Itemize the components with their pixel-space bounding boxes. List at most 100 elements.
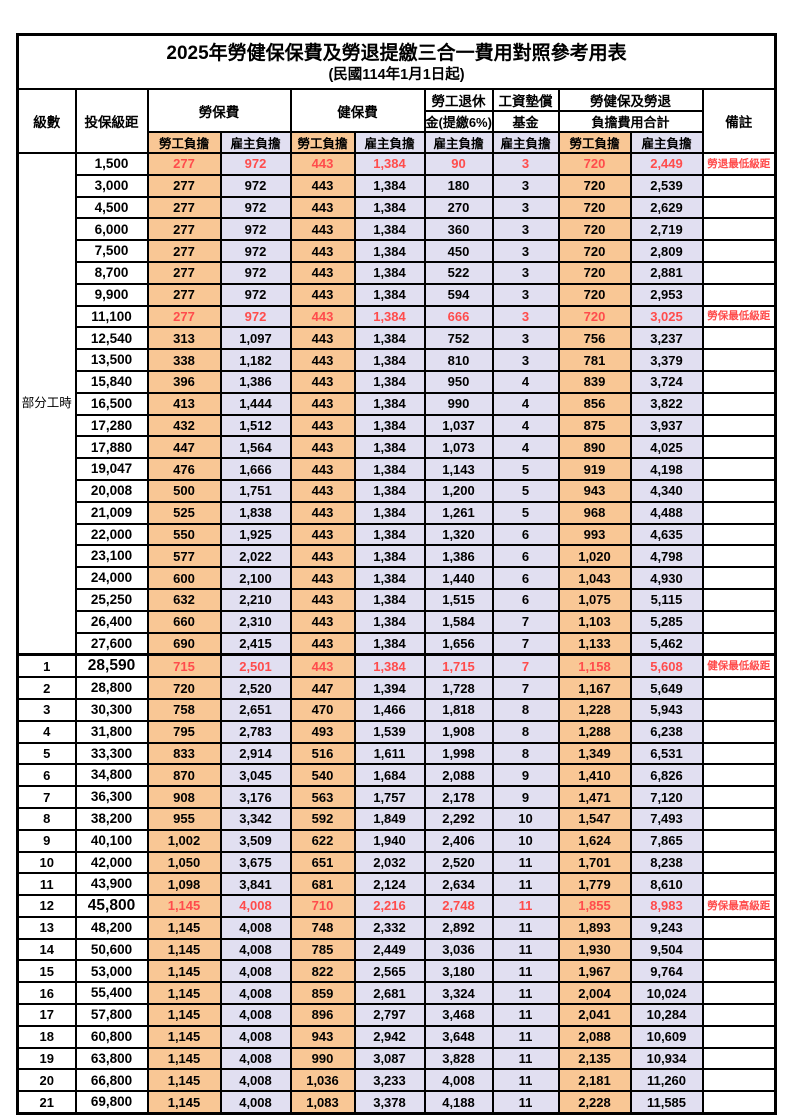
value-cell-wage_fund_employer: 11 bbox=[491, 915, 560, 940]
value-cell-pension_employer: 270 bbox=[423, 195, 494, 220]
value-cell-health_employer: 1,384 bbox=[353, 522, 426, 547]
note-cell: 勞保最高級距 bbox=[701, 894, 777, 918]
bracket-cell: 31,800 bbox=[74, 719, 149, 744]
part-time-merged-cell: 部分工時 bbox=[16, 152, 77, 656]
value-cell-labor_employer: 4,008 bbox=[219, 1068, 292, 1093]
bracket-cell: 20,008 bbox=[74, 478, 149, 503]
value-cell-health_worker: 443 bbox=[289, 260, 356, 285]
value-cell-health_worker: 443 bbox=[289, 173, 356, 198]
value-cell-pension_employer: 4,008 bbox=[423, 1068, 494, 1093]
table-row: 17,280 432 1,512 443 1,384 1,037 4 875 3,937 bbox=[18, 413, 777, 438]
note-cell bbox=[701, 915, 777, 940]
value-cell-labor_worker: 833 bbox=[146, 741, 222, 766]
value-cell-pension_employer: 1,073 bbox=[423, 435, 494, 460]
value-cell-total_employer: 4,340 bbox=[629, 478, 704, 503]
value-cell-total_worker: 1,930 bbox=[557, 937, 632, 962]
value-cell-labor_worker: 1,145 bbox=[146, 1068, 222, 1093]
value-cell-labor_worker: 715 bbox=[146, 653, 222, 679]
value-cell-labor_employer: 2,651 bbox=[219, 697, 292, 722]
value-cell-pension_employer: 2,178 bbox=[423, 785, 494, 809]
value-cell-total_worker: 720 bbox=[557, 173, 632, 198]
table-row: 19,047 476 1,666 443 1,384 1,143 5 919 4,198 bbox=[18, 457, 777, 481]
value-cell-total_worker: 1,893 bbox=[557, 915, 632, 940]
value-cell-labor_employer: 4,008 bbox=[219, 1003, 292, 1027]
table-row: 7 36,300 908 3,176 563 1,757 2,178 9 1,471 7,120 bbox=[16, 785, 777, 809]
header-row-burden: 勞工負擔 雇主負擔 勞工負擔 雇主負擔 雇主負擔 雇主負擔 勞工負擔 雇主負擔 bbox=[18, 131, 776, 154]
value-cell-health_employer: 3,233 bbox=[353, 1068, 426, 1093]
value-cell-pension_employer: 3,828 bbox=[423, 1046, 494, 1071]
value-cell-health_employer: 1,384 bbox=[353, 348, 426, 372]
value-cell-total_employer: 5,608 bbox=[629, 653, 704, 679]
bracket-cell: 24,000 bbox=[74, 566, 149, 590]
bracket-cell: 16,500 bbox=[74, 391, 149, 416]
value-cell-health_employer: 2,565 bbox=[353, 959, 426, 984]
value-cell-labor_employer: 4,008 bbox=[219, 894, 292, 918]
bracket-cell: 69,800 bbox=[74, 1090, 149, 1115]
table-row: 12 45,800 1,145 4,008 710 2,216 2,748 11 1,855 8,… bbox=[16, 894, 777, 918]
value-cell-labor_employer: 1,666 bbox=[219, 457, 292, 481]
table-row: 16,500 413 1,444 443 1,384 990 4 856 3,822 bbox=[18, 391, 777, 416]
level-cell: 19 bbox=[16, 1046, 77, 1071]
value-cell-pension_employer: 522 bbox=[423, 260, 494, 285]
value-cell-health_employer: 1,384 bbox=[353, 631, 426, 656]
value-cell-wage_fund_employer: 3 bbox=[491, 239, 560, 263]
note-cell bbox=[701, 981, 777, 1006]
value-cell-pension_employer: 1,656 bbox=[423, 631, 494, 656]
value-cell-health_employer: 2,942 bbox=[353, 1024, 426, 1049]
value-cell-health_worker: 1,036 bbox=[289, 1068, 356, 1093]
value-cell-labor_worker: 955 bbox=[146, 806, 222, 831]
value-cell-labor_worker: 277 bbox=[146, 282, 222, 307]
table-row: 22,000 550 1,925 443 1,384 1,320 6 993 4,635 bbox=[18, 522, 777, 547]
value-cell-total_employer: 2,953 bbox=[629, 282, 704, 307]
value-cell-health_worker: 443 bbox=[289, 413, 356, 438]
value-cell-wage_fund_employer: 3 bbox=[491, 326, 560, 351]
value-cell-wage_fund_employer: 4 bbox=[491, 435, 560, 460]
bracket-cell: 40,100 bbox=[74, 828, 149, 853]
note-cell bbox=[701, 195, 777, 220]
value-cell-health_worker: 859 bbox=[289, 981, 356, 1006]
value-cell-labor_worker: 1,145 bbox=[146, 1003, 222, 1027]
value-cell-total_worker: 1,701 bbox=[557, 850, 632, 875]
note-cell bbox=[701, 697, 777, 722]
value-cell-health_worker: 443 bbox=[289, 152, 356, 176]
value-cell-total_employer: 3,822 bbox=[629, 391, 704, 416]
value-cell-total_worker: 1,967 bbox=[557, 959, 632, 984]
value-cell-labor_employer: 1,097 bbox=[219, 326, 292, 351]
bracket-cell: 12,540 bbox=[74, 326, 149, 351]
table-row: 1 28,590 715 2,501 443 1,384 1,715 7 1,158 5,608 健… bbox=[16, 653, 777, 679]
value-cell-labor_worker: 432 bbox=[146, 413, 222, 438]
value-cell-total_employer: 3,724 bbox=[629, 369, 704, 394]
title-cell: 2025年勞健保保費及勞退提繳三合一費用對照參考用表 (民國114年1月1日起) bbox=[16, 33, 777, 90]
value-cell-pension_employer: 1,037 bbox=[423, 413, 494, 438]
note-cell bbox=[701, 676, 777, 700]
value-cell-total_worker: 720 bbox=[557, 152, 632, 176]
value-cell-labor_employer: 4,008 bbox=[219, 1046, 292, 1071]
bracket-cell: 43,900 bbox=[74, 872, 149, 897]
table-row: 26,400 660 2,310 443 1,384 1,584 7 1,103 5,285 bbox=[18, 609, 777, 634]
value-cell-total_employer: 4,930 bbox=[629, 566, 704, 590]
level-cell: 6 bbox=[16, 763, 77, 788]
value-cell-labor_employer: 2,210 bbox=[219, 587, 292, 612]
value-cell-total_employer: 7,120 bbox=[629, 785, 704, 809]
value-cell-wage_fund_employer: 3 bbox=[491, 348, 560, 372]
value-cell-pension_employer: 2,634 bbox=[423, 872, 494, 897]
value-cell-total_employer: 6,238 bbox=[629, 719, 704, 744]
value-cell-labor_worker: 277 bbox=[146, 304, 222, 329]
table-row: 8,700 277 972 443 1,384 522 3 720 2,881 bbox=[18, 260, 777, 285]
value-cell-labor_employer: 3,342 bbox=[219, 806, 292, 831]
value-cell-wage_fund_employer: 7 bbox=[491, 609, 560, 634]
value-cell-health_employer: 2,216 bbox=[353, 894, 426, 918]
value-cell-pension_employer: 3,180 bbox=[423, 959, 494, 984]
note-cell bbox=[701, 1090, 777, 1115]
value-cell-health_worker: 681 bbox=[289, 872, 356, 897]
note-cell bbox=[701, 478, 777, 503]
bracket-cell: 53,000 bbox=[74, 959, 149, 984]
level-cell: 7 bbox=[16, 785, 77, 809]
value-cell-wage_fund_employer: 9 bbox=[491, 763, 560, 788]
value-cell-health_employer: 1,940 bbox=[353, 828, 426, 853]
value-cell-labor_employer: 4,008 bbox=[219, 937, 292, 962]
value-cell-total_worker: 720 bbox=[557, 195, 632, 220]
header-health-employer: 雇主負擔 bbox=[353, 131, 426, 154]
value-cell-total_worker: 856 bbox=[557, 391, 632, 416]
value-cell-total_employer: 7,865 bbox=[629, 828, 704, 853]
